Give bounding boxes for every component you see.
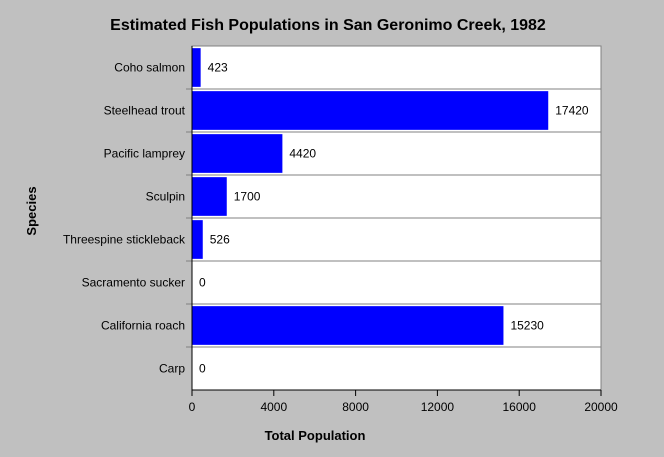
bar [192, 134, 283, 173]
bar [192, 48, 201, 87]
value-label: 0 [199, 276, 206, 290]
x-tick-label: 0 [189, 400, 196, 414]
bar [192, 220, 203, 259]
value-labels-group: 423 17420 4420 1700 526 0 15230 0 [199, 61, 589, 376]
value-label: 4420 [289, 147, 316, 161]
category-label: Carp [159, 362, 185, 376]
x-axis-ticks: 0 4000 8000 12000 16000 20000 [189, 390, 618, 414]
category-label: Pacific lamprey [104, 147, 185, 161]
value-label: 423 [208, 61, 228, 75]
x-tick-label: 4000 [260, 400, 287, 414]
value-label: 15230 [510, 319, 544, 333]
x-tick-label: 12000 [421, 400, 455, 414]
category-label: Threespine stickleback [63, 233, 186, 247]
value-label: 526 [210, 233, 230, 247]
category-label: Steelhead trout [104, 104, 186, 118]
x-tick-label: 20000 [584, 400, 618, 414]
category-separators [186, 88, 601, 348]
category-label: Coho salmon [114, 61, 185, 75]
category-label: Sculpin [146, 190, 185, 204]
x-axis-title: Total Population [265, 428, 366, 443]
y-axis-title: Species [24, 186, 39, 235]
category-label: California roach [101, 319, 185, 333]
bar [192, 91, 549, 130]
value-label: 17420 [555, 104, 589, 118]
value-label: 0 [199, 362, 206, 376]
bars-group [192, 48, 549, 345]
bar [192, 177, 227, 216]
x-tick-label: 16000 [503, 400, 537, 414]
category-label: Sacramento sucker [82, 276, 185, 290]
chart-title: Estimated Fish Populations in San Geroni… [110, 17, 546, 34]
value-label: 1700 [234, 190, 261, 204]
bar [192, 306, 504, 345]
category-labels-group: Coho salmon Steelhead trout Pacific lampre… [63, 61, 186, 376]
x-tick-label: 8000 [342, 400, 369, 414]
